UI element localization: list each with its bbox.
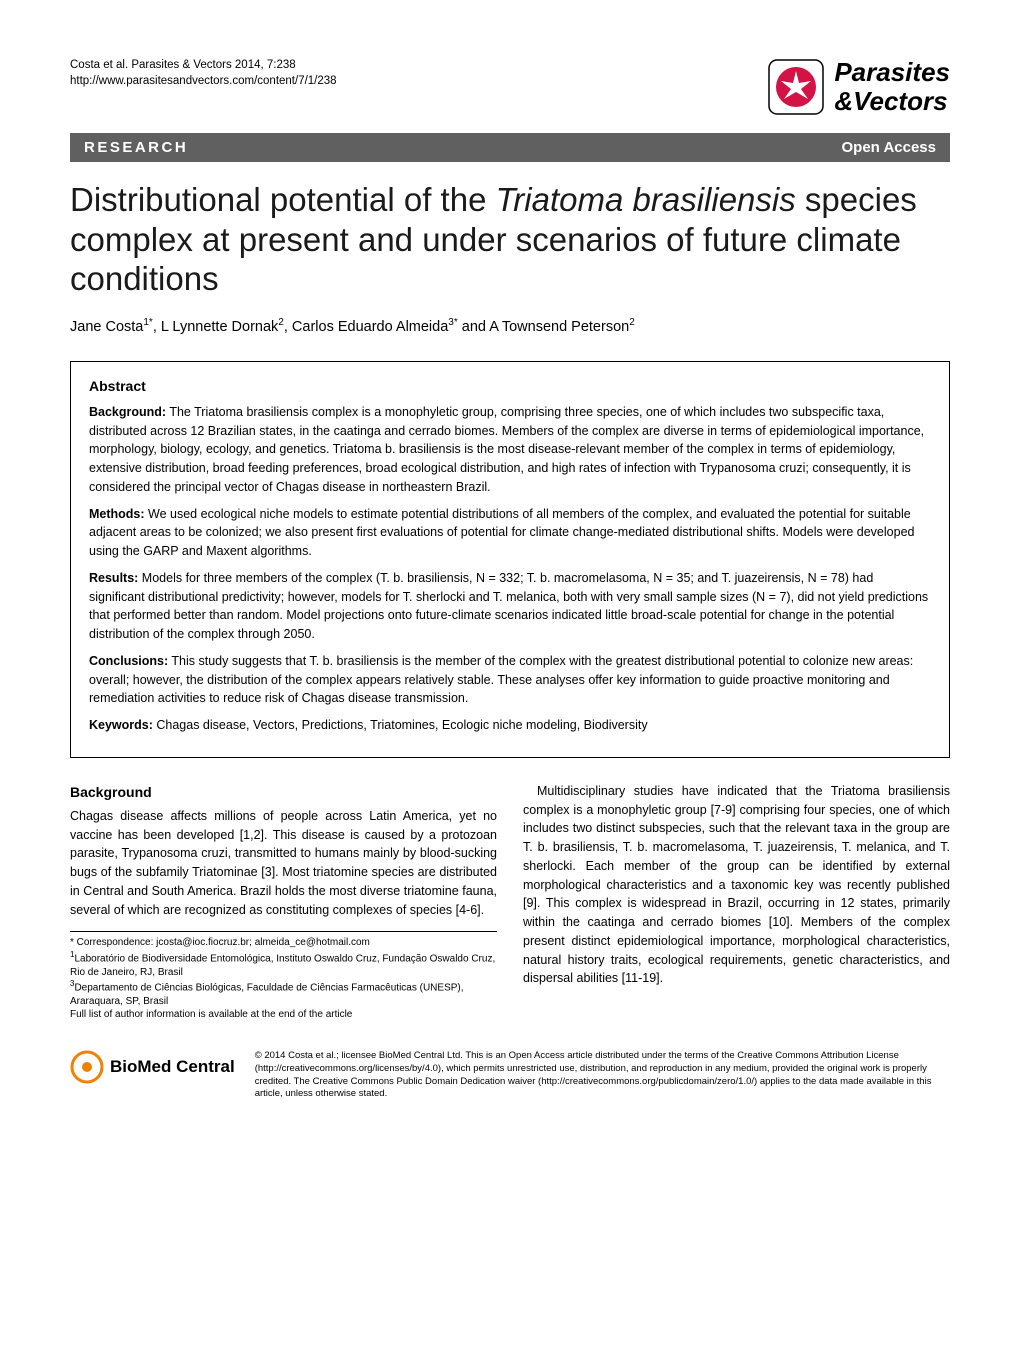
publisher-name: BioMed Central xyxy=(110,1057,235,1077)
page-footer: BioMed Central © 2014 Costa et al.; lice… xyxy=(70,1050,950,1101)
author: L Lynnette Dornak xyxy=(161,319,278,335)
abstract-methods: Methods: We used ecological niche models… xyxy=(89,505,931,561)
footnotes-block: * Correspondence: jcosta@ioc.fiocruz.br;… xyxy=(70,931,497,1022)
author: Jane Costa xyxy=(70,319,143,335)
journal-name: Parasites &Vectors xyxy=(834,58,950,115)
author-list: Jane Costa1*, L Lynnette Dornak2, Carlos… xyxy=(70,317,950,335)
page-header: Costa et al. Parasites & Vectors 2014, 7… xyxy=(70,58,950,115)
correspondence-line: * Correspondence: jcosta@ioc.fiocruz.br;… xyxy=(70,936,497,950)
column-left: Background Chagas disease affects millio… xyxy=(70,782,497,1022)
open-access-label: Open Access xyxy=(842,139,937,156)
journal-logo-icon xyxy=(768,59,824,115)
body-paragraph: Multidisciplinary studies have indicated… xyxy=(523,782,950,988)
author: A Townsend Peterson xyxy=(489,319,629,335)
affiliation-line: 1Laboratório de Biodiversidade Entomológ… xyxy=(70,950,497,979)
biomedcentral-icon xyxy=(70,1050,104,1084)
article-title: Distributional potential of the Triatoma… xyxy=(70,180,950,299)
journal-logo: Parasites &Vectors xyxy=(768,58,950,115)
full-list-note: Full list of author information is avail… xyxy=(70,1008,497,1022)
background-heading: Background xyxy=(70,782,497,803)
abstract-keywords: Keywords: Chagas disease, Vectors, Predi… xyxy=(89,716,931,735)
publisher-logo: BioMed Central xyxy=(70,1050,235,1084)
abstract-conclusions: Conclusions: This study suggests that T.… xyxy=(89,652,931,708)
abstract-heading: Abstract xyxy=(89,376,931,397)
author: Carlos Eduardo Almeida xyxy=(292,319,448,335)
citation-url[interactable]: http://www.parasitesandvectors.com/conte… xyxy=(70,74,337,90)
article-type-banner: RESEARCH Open Access xyxy=(70,133,950,162)
license-text: © 2014 Costa et al.; licensee BioMed Cen… xyxy=(255,1050,950,1101)
article-type: RESEARCH xyxy=(84,139,188,156)
citation-line: Costa et al. Parasites & Vectors 2014, 7… xyxy=(70,58,337,74)
affiliation-line: 3Departamento de Ciências Biológicas, Fa… xyxy=(70,979,497,1008)
body-columns: Background Chagas disease affects millio… xyxy=(70,782,950,1022)
abstract-results: Results: Models for three members of the… xyxy=(89,569,931,644)
column-right: Multidisciplinary studies have indicated… xyxy=(523,782,950,1022)
body-paragraph: Chagas disease affects millions of peopl… xyxy=(70,807,497,920)
abstract-box: Abstract Background: The Triatoma brasil… xyxy=(70,361,950,758)
abstract-background: Background: The Triatoma brasiliensis co… xyxy=(89,403,931,497)
citation-block: Costa et al. Parasites & Vectors 2014, 7… xyxy=(70,58,337,89)
